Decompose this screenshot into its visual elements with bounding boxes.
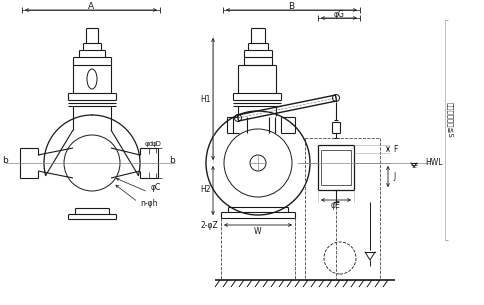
Text: H1: H1 (200, 95, 211, 103)
Text: 2-φZ: 2-φZ (200, 221, 217, 229)
Text: 設定水位上限≦S: 設定水位上限≦S (446, 102, 453, 138)
Text: φE: φE (331, 202, 340, 210)
Text: W: W (254, 227, 261, 235)
Text: b: b (2, 156, 8, 164)
Text: b: b (169, 156, 175, 164)
Text: F: F (392, 145, 396, 153)
Text: φd: φd (144, 141, 153, 147)
Text: HWL: HWL (424, 157, 441, 167)
Text: φC: φC (151, 184, 161, 192)
Text: φG: φG (333, 9, 344, 19)
Text: A: A (88, 2, 94, 10)
Text: J: J (392, 172, 394, 181)
Text: B: B (287, 2, 293, 10)
Text: φD: φD (152, 141, 162, 147)
Text: H2: H2 (200, 185, 211, 195)
Text: n-φh: n-φh (140, 199, 157, 209)
